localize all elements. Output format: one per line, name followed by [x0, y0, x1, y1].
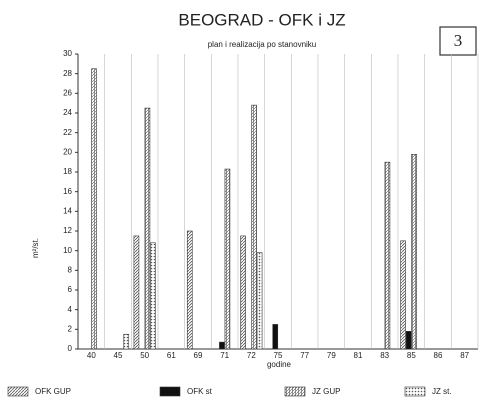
bar	[219, 341, 225, 350]
y-tick-label: 30	[63, 49, 72, 58]
y-tick-label: 8	[68, 265, 73, 274]
x-tick-label: 50	[140, 351, 149, 360]
y-tick-label: 28	[63, 69, 72, 78]
y-tick-label: 12	[63, 226, 72, 235]
bar	[224, 168, 231, 350]
legend-swatch	[7, 386, 29, 397]
y-tick-label: 16	[63, 187, 72, 196]
bar	[240, 235, 246, 350]
bar	[256, 252, 263, 350]
bar	[186, 230, 193, 350]
y-tick-label: 0	[68, 344, 73, 353]
y-tick-label: 24	[63, 108, 72, 117]
bar	[251, 104, 257, 350]
y-tick-label: 10	[63, 246, 72, 255]
legend-swatch	[159, 386, 181, 397]
x-tick-label: 69	[194, 351, 203, 360]
legend-label: OFK st	[187, 387, 213, 396]
x-tick-label: 61	[167, 351, 176, 360]
bar	[400, 240, 406, 350]
bar	[144, 107, 151, 350]
x-tick-label: 81	[354, 351, 363, 360]
x-tick-label: 75	[274, 351, 283, 360]
bar	[133, 235, 140, 350]
x-tick-label: 83	[380, 351, 389, 360]
x-tick-label: 72	[247, 351, 256, 360]
x-tick-label: 45	[114, 351, 123, 360]
x-tick-label: 85	[407, 351, 416, 360]
chart-title: BEOGRAD - OFK i JZ	[178, 10, 345, 29]
x-tick-label: 86	[434, 351, 443, 360]
x-axis-label: godine	[267, 360, 292, 369]
y-tick-label: 2	[68, 324, 73, 333]
bar	[405, 330, 412, 350]
bar	[91, 68, 97, 350]
x-tick-label: 40	[87, 351, 96, 360]
chart-subtitle: plan i realizacija po stanovniku	[208, 40, 317, 49]
bar	[150, 242, 156, 350]
y-tick-label: 18	[63, 167, 72, 176]
y-axis-label: m²/st.	[31, 238, 40, 258]
y-tick-label: 20	[63, 147, 72, 156]
bar	[272, 324, 279, 350]
legend-swatch	[404, 386, 426, 397]
y-tick-label: 4	[68, 305, 73, 314]
x-tick-label: 77	[300, 351, 309, 360]
y-tick-label: 26	[63, 88, 72, 97]
legend-label: OFK GUP	[35, 387, 71, 396]
y-tick-label: 22	[63, 128, 72, 137]
bar	[384, 161, 391, 350]
legend-label: JZ GUP	[312, 387, 340, 396]
y-tick-label: 6	[68, 285, 73, 294]
legend-swatch	[284, 386, 306, 397]
y-tick-label: 14	[63, 206, 72, 215]
figure-number: 3	[454, 31, 463, 50]
bar	[411, 154, 417, 350]
x-tick-label: 87	[460, 351, 469, 360]
bar	[123, 333, 130, 350]
x-tick-label: 71	[220, 351, 229, 360]
x-tick-label: 79	[327, 351, 336, 360]
legend-label: JZ st.	[432, 387, 452, 396]
figure-box	[439, 26, 477, 56]
